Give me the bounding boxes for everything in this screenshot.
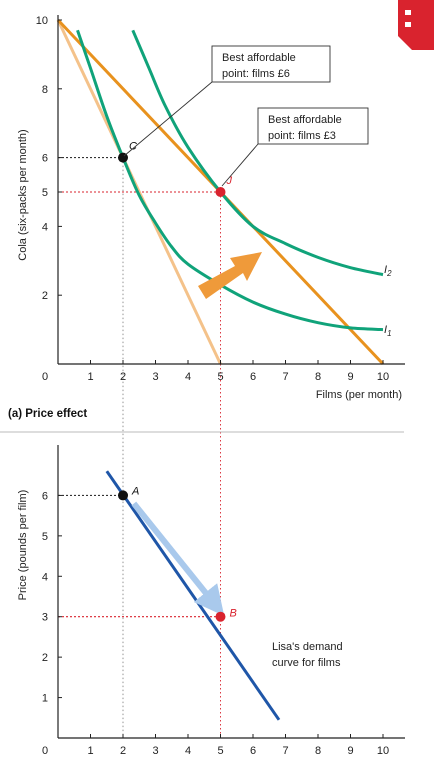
- bottom-points: AB: [118, 485, 237, 622]
- top-x-tick-label-0: 0: [42, 371, 48, 383]
- annotation-demand-line2: curve for films: [272, 657, 341, 669]
- top-x-tick-label-7: 7: [282, 371, 288, 383]
- bottom-x-tick-label-10: 10: [377, 745, 389, 757]
- point-label-j: J: [226, 175, 233, 187]
- demand-curve: [105, 470, 281, 721]
- top-axes: [57, 15, 405, 365]
- top-x-tick-label-4: 4: [185, 371, 191, 383]
- bottom-ticks: 0 1 2 3 4 5 6 7 8 9 10 1 2 3 4 5 6: [42, 490, 389, 757]
- point-j: [215, 187, 226, 197]
- top-y-tick-label-10: 10: [36, 15, 48, 27]
- bottom-lines: [105, 470, 281, 721]
- top-x-tick-label-2: 2: [120, 371, 126, 383]
- bottom-x-tick-label-1: 1: [87, 745, 93, 757]
- bottom-y-tick-label-4: 4: [42, 571, 48, 583]
- point-b: [215, 611, 226, 622]
- bottom-y-tick-label-6: 6: [42, 490, 48, 502]
- point-a: [118, 490, 128, 501]
- bottom-x-tick-label-0: 0: [42, 745, 48, 757]
- curve-label-i1: I1: [384, 324, 392, 338]
- bottom-x-tick-label-9: 9: [347, 745, 353, 757]
- indifference-curve-i2: [131, 29, 384, 277]
- annotation-j-line1: Best affordable: [268, 114, 342, 126]
- curve-label-i2: I2: [384, 264, 392, 278]
- point-label-b: B: [230, 608, 237, 620]
- movement-arrow-icon: [131, 501, 225, 616]
- bottom-y-axis-title: Price (pounds per film): [17, 490, 29, 601]
- panel-a-title: (a) Price effect: [8, 408, 87, 420]
- annotation-demand: Lisa's demand curve for films: [272, 641, 343, 669]
- top-y-tick-label-2: 2: [42, 290, 48, 302]
- annotation-demand-line1: Lisa's demand: [272, 641, 343, 653]
- point-label-a: A: [131, 485, 139, 497]
- bottom-x-tick-label-3: 3: [152, 745, 158, 757]
- top-ticks: 0 1 2 3 4 5 6 7 8 9 10 2 4 5 6 8 10: [36, 15, 389, 383]
- top-x-tick-label-1: 1: [87, 371, 93, 383]
- top-guides: [58, 157, 221, 738]
- top-x-tick-label-3: 3: [152, 371, 158, 383]
- top-y-axis-title: Cola (six-packs per month): [17, 129, 29, 260]
- bottom-x-tick-label-8: 8: [315, 745, 321, 757]
- top-x-tick-label-9: 9: [347, 371, 353, 383]
- indifference-curve-i1: [76, 29, 384, 332]
- bottom-y-tick-label-1: 1: [42, 693, 48, 705]
- top-x-tick-label-5: 5: [217, 371, 223, 383]
- top-lines: [56, 18, 385, 366]
- annotation-c-line1: Best affordable: [222, 52, 296, 64]
- bottom-x-tick-label-2: 2: [120, 745, 126, 757]
- annotation-c-line2: point: films £6: [222, 68, 290, 80]
- bottom-y-tick-label-2: 2: [42, 652, 48, 664]
- top-x-tick-label-8: 8: [315, 371, 321, 383]
- bottom-y-tick-label-3: 3: [42, 612, 48, 624]
- bottom-x-tick-label-5: 5: [217, 745, 223, 757]
- annotation-c: Best affordable point: films £6: [123, 45, 331, 157]
- top-y-tick-label-5: 5: [42, 187, 48, 199]
- top-y-tick-label-4: 4: [42, 221, 48, 233]
- bottom-x-tick-label-4: 4: [185, 745, 191, 757]
- shift-arrow-icon: [198, 252, 262, 299]
- publisher-logo-icon: [398, 0, 434, 50]
- bottom-axes: [57, 445, 405, 739]
- top-x-tick-label-10: 10: [377, 371, 389, 383]
- annotation-j-line2: point: films £3: [268, 130, 336, 142]
- top-panel: 0 1 2 3 4 5 6 7 8 9 10 2 4 5 6 8 10 C J Best affordable p…: [8, 15, 405, 738]
- top-x-tick-label-6: 6: [250, 371, 256, 383]
- bottom-y-tick-label-5: 5: [42, 531, 48, 543]
- bottom-x-tick-label-7: 7: [282, 745, 288, 757]
- point-label-c: C: [129, 141, 137, 153]
- top-x-axis-title: Films (per month): [316, 389, 402, 401]
- top-y-tick-label-8: 8: [42, 84, 48, 96]
- bottom-x-tick-label-6: 6: [250, 745, 256, 757]
- top-y-tick-label-6: 6: [42, 153, 48, 165]
- bottom-guides: [58, 494, 221, 618]
- annotation-j: Best affordable point: films £3: [221, 107, 369, 187]
